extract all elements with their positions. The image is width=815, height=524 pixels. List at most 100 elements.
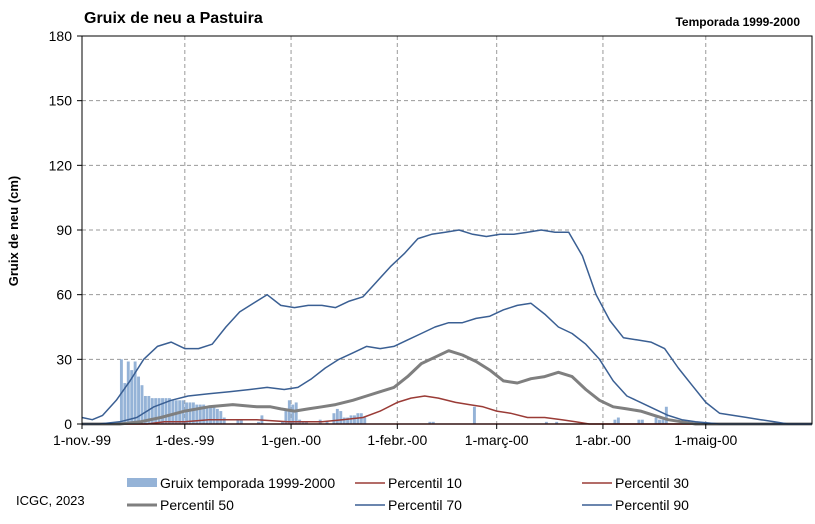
- depth-bar: [164, 398, 168, 424]
- depth-bar: [191, 402, 195, 424]
- legend-entry: Percentil 10: [355, 475, 462, 491]
- depth-bar: [431, 421, 435, 424]
- depth-bar: [140, 385, 144, 424]
- series-line-3: [82, 349, 812, 426]
- credit-text: ICGC, 2023: [16, 493, 85, 508]
- depth-bar: [198, 404, 202, 424]
- depth-bar: [257, 421, 260, 424]
- depth-bar: [428, 421, 432, 424]
- y-tick-label: 90: [56, 222, 72, 238]
- legend-entry: Percentil 70: [355, 497, 462, 513]
- depth-bar: [205, 406, 209, 424]
- x-tick-label: 1-febr.-00: [367, 432, 427, 448]
- depth-bar: [215, 408, 219, 424]
- series-line-5: [81, 229, 812, 425]
- chart-title: Gruix de neu a Pastuira: [84, 10, 263, 27]
- depth-bar: [284, 411, 288, 424]
- depth-bar: [202, 404, 206, 424]
- series-line-4: [82, 302, 812, 425]
- depth-bar: [219, 411, 223, 424]
- depth-bar: [167, 398, 171, 424]
- y-tick-label: 60: [56, 287, 72, 303]
- y-tick-label: 120: [49, 157, 73, 173]
- legend-entry: Gruix temporada 1999-2000: [127, 475, 335, 491]
- percentile-lines: [81, 229, 812, 426]
- chart-subtitle: Temporada 1999-2000: [675, 15, 800, 29]
- depth-bar: [332, 413, 336, 424]
- depth-bar: [349, 415, 353, 424]
- depth-bar: [291, 404, 295, 424]
- x-tick-label: 1-maig-00: [674, 432, 737, 448]
- y-tick-label: 150: [49, 93, 73, 109]
- legend-label: Percentil 30: [615, 475, 689, 491]
- depth-bar: [654, 417, 658, 424]
- depth-bar: [171, 400, 175, 424]
- y-tick-label: 180: [49, 28, 73, 44]
- depth-bar: [119, 359, 123, 424]
- depth-bar: [335, 408, 339, 424]
- depth-bar: [339, 411, 343, 424]
- y-axis-label: Gruix de neu (cm): [6, 176, 21, 287]
- depth-bar: [195, 404, 199, 424]
- depth-bar: [342, 417, 346, 424]
- legend-entry: Percentil 50: [127, 497, 234, 513]
- depth-bar: [222, 417, 226, 424]
- depth-bar: [613, 419, 617, 424]
- depth-bar: [143, 395, 147, 424]
- gridlines: [82, 35, 812, 424]
- y-axis-ticks: 0 30 60 90 120 150 180: [49, 28, 82, 432]
- depth-bar: [555, 421, 559, 424]
- depth-bar: [150, 398, 154, 424]
- y-tick-label: 0: [64, 416, 72, 432]
- depth-bar: [637, 419, 641, 424]
- x-tick-label: 1-nov.-99: [53, 432, 111, 448]
- depth-bar: [544, 421, 548, 424]
- depth-bar: [287, 400, 291, 424]
- depth-bar: [209, 406, 212, 424]
- legend-label: Gruix temporada 1999-2000: [160, 475, 335, 491]
- depth-bar: [212, 406, 216, 424]
- legend-swatch: [127, 478, 157, 487]
- legend-label: Percentil 90: [615, 497, 689, 513]
- depth-bar: [161, 398, 164, 424]
- x-tick-label: 1-gen.-00: [261, 432, 321, 448]
- x-axis-ticks: 1-nov.-99 1-des.-99 1-gen.-00 1-febr.-00 1-m…: [53, 424, 737, 448]
- depth-bar: [236, 419, 240, 424]
- depth-bar: [301, 421, 305, 424]
- depth-bar: [353, 415, 356, 424]
- x-tick-label: 1-març-00: [465, 432, 529, 448]
- legend-entry: Percentil 90: [582, 497, 689, 513]
- depth-bar: [126, 361, 130, 424]
- legend-entry: Percentil 30: [582, 475, 689, 491]
- depth-bar: [294, 402, 298, 424]
- depth-bar: [359, 413, 363, 424]
- depth-bar: [281, 421, 284, 424]
- depth-bar: [154, 398, 158, 424]
- depth-bar: [185, 402, 188, 424]
- depth-bar: [123, 383, 127, 424]
- depth-bar: [346, 417, 350, 424]
- legend-label: Percentil 70: [388, 497, 462, 513]
- depth-bar: [305, 421, 308, 424]
- depth-bar: [130, 370, 134, 424]
- depth-bar: [661, 419, 665, 424]
- depth-bar: [363, 417, 367, 424]
- x-tick-label: 1-des.-99: [155, 432, 214, 448]
- depth-bar: [133, 361, 137, 424]
- depth-bar: [472, 406, 476, 424]
- legend: Gruix temporada 1999-2000 Percentil 10 Per…: [127, 475, 689, 513]
- depth-bar: [640, 419, 644, 424]
- depth-bar: [137, 376, 141, 424]
- depth-bar: [239, 419, 243, 424]
- depth-bar: [325, 421, 329, 424]
- legend-label: Percentil 50: [160, 497, 234, 513]
- depth-bars: [119, 359, 668, 424]
- depth-bar: [616, 417, 620, 424]
- depth-bar: [658, 419, 661, 424]
- depth-bar: [157, 398, 161, 424]
- y-tick-label: 30: [56, 351, 72, 367]
- series-line-2: [82, 395, 812, 425]
- x-tick-label: 1-abr.-00: [575, 432, 631, 448]
- legend-label: Percentil 10: [388, 475, 462, 491]
